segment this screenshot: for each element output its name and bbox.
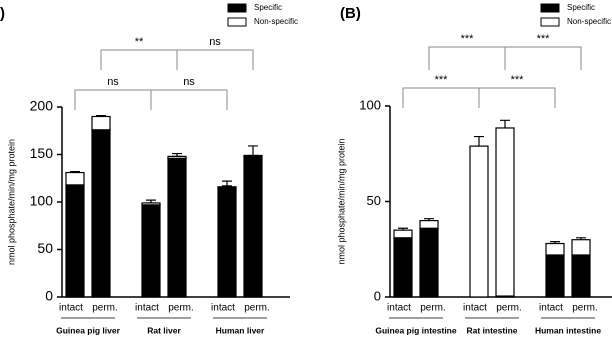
bar-segment <box>495 127 515 297</box>
x-tick-label: perm. <box>496 303 522 314</box>
error-bar <box>474 135 484 147</box>
bar-segment <box>419 220 439 229</box>
error-bar <box>576 237 586 240</box>
y-tick-label: 100 <box>359 97 381 112</box>
bar-segment <box>167 157 187 298</box>
panel-label: ) <box>0 5 5 22</box>
bar-segment <box>91 115 111 131</box>
y-tick-label: 0 <box>45 288 53 304</box>
bar-segment <box>217 186 237 189</box>
bar-segment <box>545 242 565 256</box>
bar-segment <box>141 204 161 298</box>
group-label: Human liver <box>216 325 265 335</box>
bar-segment <box>419 227 439 298</box>
bar-segment <box>65 171 85 186</box>
group-label: Guinea pig liver <box>56 325 120 335</box>
y-tick-label: 150 <box>30 145 54 161</box>
group-label: Rat liver <box>147 325 181 335</box>
error-bar <box>550 241 560 244</box>
significance-label: ns <box>183 76 195 88</box>
bar-segment <box>393 229 413 239</box>
legend-swatch <box>227 17 247 27</box>
group-label: Rat intestine <box>466 325 517 335</box>
y-axis-label: nmol phosphate/min/mg protein <box>336 138 346 264</box>
error-bar <box>500 119 510 128</box>
bar-segment <box>243 154 263 157</box>
significance-label: *** <box>435 74 449 86</box>
significance-bracket <box>74 89 152 110</box>
significance-label: ** <box>135 36 144 48</box>
significance-label: *** <box>537 33 551 45</box>
bar-segment <box>571 254 591 298</box>
x-tick-label: perm. <box>168 303 194 314</box>
x-tick-label: perm. <box>572 303 598 314</box>
legend-label: Non-specific <box>567 17 611 26</box>
y-tick-label: 200 <box>30 98 54 114</box>
legend-label: Non-specific <box>254 17 298 26</box>
y-tick-label: 50 <box>37 240 53 256</box>
significance-label: ns <box>107 76 119 88</box>
legend-swatch <box>540 3 560 13</box>
significance-bracket <box>176 49 254 70</box>
significance-bracket <box>150 89 228 110</box>
x-tick-label: intact <box>211 303 235 314</box>
significance-bracket <box>402 87 480 108</box>
panel-label: (B) <box>340 5 361 22</box>
legend-label: Specific <box>254 3 282 12</box>
bar-segment <box>91 129 111 298</box>
x-tick-label: intact <box>135 303 159 314</box>
legend-swatch <box>227 3 247 13</box>
legend-label: Specific <box>567 3 595 12</box>
bar-segment <box>469 145 489 298</box>
bar-segment <box>65 184 85 298</box>
bar-segment <box>217 187 237 298</box>
error-bar <box>398 227 408 231</box>
significance-label: ns <box>209 36 221 48</box>
x-tick-label: perm. <box>244 303 270 314</box>
x-tick-label: perm. <box>420 303 446 314</box>
error-bar <box>424 218 434 221</box>
x-tick-label: perm. <box>92 303 118 314</box>
significance-bracket <box>504 46 582 70</box>
y-tick-label: 0 <box>374 288 381 303</box>
bar-segment <box>545 254 565 298</box>
bar-segment <box>167 155 187 159</box>
x-tick-label: intact <box>463 303 487 314</box>
error-bar <box>146 199 156 203</box>
significance-bracket <box>100 49 178 70</box>
legend-swatch <box>540 17 560 27</box>
significance-label: *** <box>511 74 525 86</box>
error-bar <box>96 114 106 117</box>
bar-segment <box>141 202 161 206</box>
bar-segment <box>243 155 263 298</box>
bar-segment <box>393 237 413 298</box>
y-tick-label: 100 <box>30 193 54 209</box>
group-label: Guinea pig intestine <box>375 325 457 335</box>
significance-label: *** <box>461 33 475 45</box>
y-axis-label: nmol phosphate/min/mg protein <box>6 139 16 265</box>
significance-bracket <box>428 46 506 70</box>
bar-segment <box>571 239 591 256</box>
significance-bracket <box>478 87 556 108</box>
x-tick-label: intact <box>539 303 563 314</box>
x-tick-label: intact <box>59 303 83 314</box>
error-bar <box>248 145 258 156</box>
y-tick-label: 50 <box>367 193 381 208</box>
x-tick-label: intact <box>387 303 411 314</box>
error-bar <box>172 152 182 157</box>
error-bar <box>70 171 80 173</box>
group-label: Human intestine <box>535 325 601 335</box>
error-bar <box>222 180 232 187</box>
